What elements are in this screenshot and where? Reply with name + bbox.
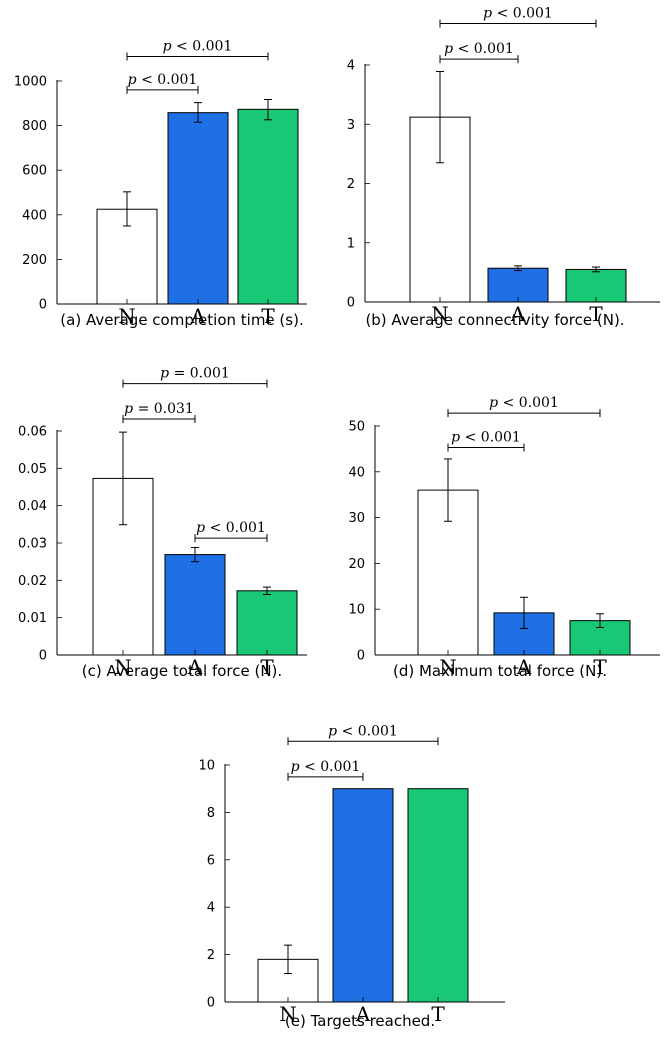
y-tick-label: 600: [22, 164, 47, 179]
y-tick-label: 4: [207, 901, 215, 916]
y-tick-label: 0: [347, 296, 355, 311]
y-tick-label: 400: [22, 208, 47, 223]
significance-label: p < 0.001: [451, 430, 521, 446]
y-tick-label: 0: [207, 996, 215, 1011]
significance-label: p < 0.001: [163, 38, 233, 54]
category-label-A: A: [355, 1002, 371, 1026]
bar-A: [487, 267, 549, 303]
chart-caption: (b) Average connectivity force (N).: [365, 311, 624, 329]
y-tick-label: 10: [348, 603, 365, 618]
significance-label: p < 0.001: [128, 72, 198, 88]
category-label-T: T: [589, 302, 603, 326]
y-tick-label: 4: [347, 59, 355, 74]
y-tick-label: 0.06: [18, 425, 47, 440]
y-tick-label: 30: [348, 511, 365, 526]
y-tick-label: 0: [39, 298, 47, 313]
chart-panel-c: 0 0.01 0.02 0.03 0.04 0.05 0.06 N A Tp = 0.031 p =…: [18, 366, 307, 680]
significance-label: p = 0.001: [160, 366, 230, 382]
y-tick-label: 800: [22, 119, 47, 134]
significance-label: p < 0.001: [196, 520, 266, 536]
significance-label: p < 0.001: [291, 759, 361, 775]
significance-label: p < 0.001: [489, 395, 559, 411]
bar-T: [407, 788, 469, 1003]
y-tick-label: 10: [198, 759, 215, 774]
category-label-N: N: [431, 302, 449, 326]
y-tick-label: 0.04: [18, 499, 47, 514]
chart-panel-d: 0 10 20 30 40 50 N A Tp < 0.001 p < 0.001 (d) Maxi…: [348, 395, 660, 680]
y-tick-label: 6: [207, 853, 215, 868]
category-label-T: T: [593, 655, 607, 679]
bar-T: [236, 590, 298, 656]
y-tick-label: 0: [357, 649, 365, 664]
category-label-A: A: [187, 655, 203, 679]
y-tick-label: 0.03: [18, 537, 47, 552]
category-label-T: T: [431, 1002, 445, 1026]
category-label-T: T: [261, 304, 275, 328]
bar-A: [164, 554, 226, 656]
y-tick-label: 0: [39, 649, 47, 664]
chart-panel-e: 0 2 4 6 8 10 N A Tp < 0.001 p < 0.001 (e) Targets …: [198, 723, 505, 1030]
chart-caption: (d) Maximum total force (N).: [393, 662, 607, 680]
category-label-A: A: [190, 304, 206, 328]
y-tick-label: 2: [207, 948, 215, 963]
category-label-N: N: [279, 1002, 297, 1026]
chart-caption: (c) Average total force (N).: [82, 662, 282, 680]
y-tick-label: 0.02: [18, 574, 47, 589]
category-label-N: N: [114, 655, 132, 679]
significance-label: p < 0.001: [444, 41, 514, 57]
chart-panel-a: 0 200 400 600 800 1000 N A Tp < 0.001 p < 0.001 (a…: [14, 38, 307, 329]
category-label-A: A: [516, 655, 532, 679]
y-tick-label: 1000: [14, 75, 47, 90]
y-tick-label: 50: [348, 420, 365, 435]
category-label-T: T: [260, 655, 274, 679]
category-label-N: N: [439, 655, 457, 679]
y-tick-label: 0.01: [18, 611, 47, 626]
y-tick-label: 0.05: [18, 462, 47, 477]
bar-A: [167, 112, 229, 305]
y-tick-label: 8: [207, 806, 215, 821]
chart-panel-b: 0 1 2 3 4 N A Tp < 0.001 p < 0.001 (b) Average co…: [347, 6, 660, 329]
significance-label: p < 0.001: [483, 6, 553, 22]
y-tick-label: 3: [347, 118, 355, 133]
chart-caption: (a) Average completion time (s).: [60, 311, 303, 329]
chart-caption: (e) Targets reached.: [285, 1012, 435, 1030]
bar-T: [237, 108, 299, 305]
y-tick-label: 40: [348, 465, 365, 480]
significance-label: p = 0.031: [124, 401, 194, 417]
y-tick-label: 2: [347, 177, 355, 192]
y-tick-label: 200: [22, 253, 47, 268]
y-tick-label: 1: [347, 236, 355, 251]
y-tick-label: 20: [348, 557, 365, 572]
significance-label: p < 0.001: [328, 723, 398, 739]
bar-A: [332, 788, 394, 1003]
category-label-A: A: [510, 302, 526, 326]
category-label-N: N: [118, 304, 136, 328]
